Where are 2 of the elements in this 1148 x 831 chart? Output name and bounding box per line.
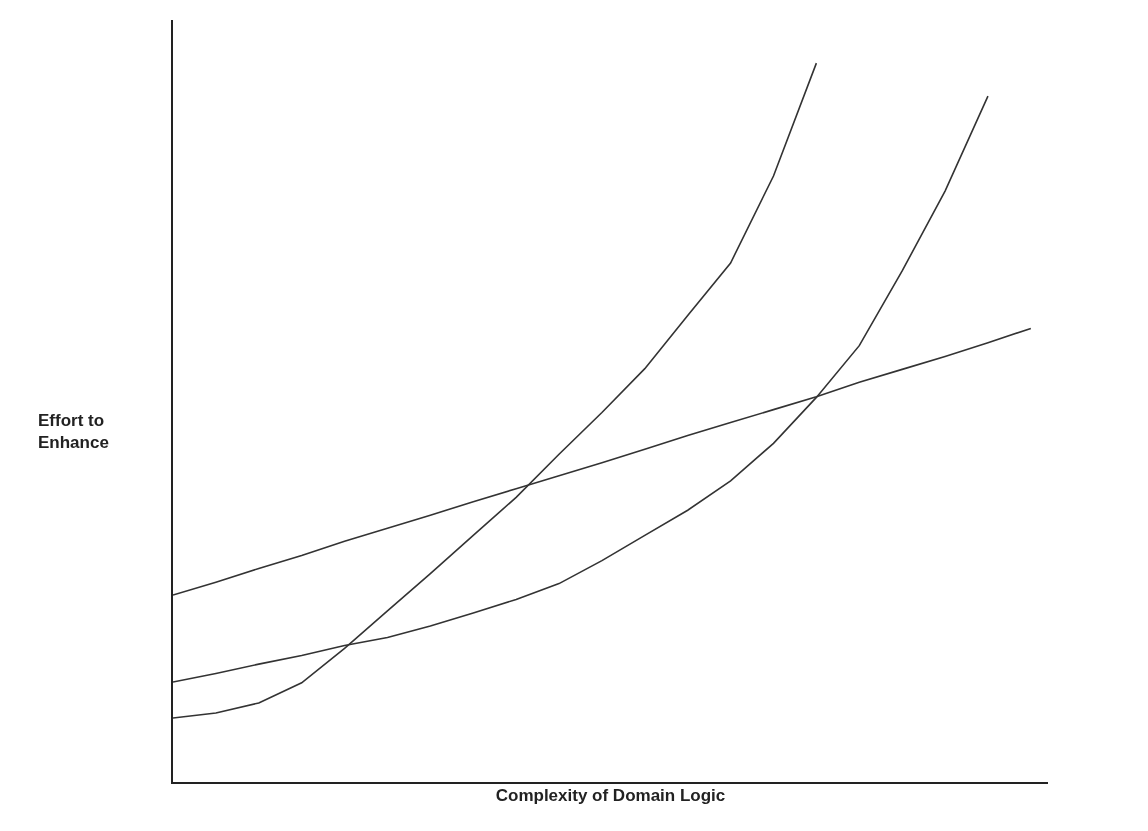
y-axis-title: Effort to Enhance	[38, 410, 110, 454]
x-axis-title: Complexity of Domain Logic	[495, 785, 726, 805]
